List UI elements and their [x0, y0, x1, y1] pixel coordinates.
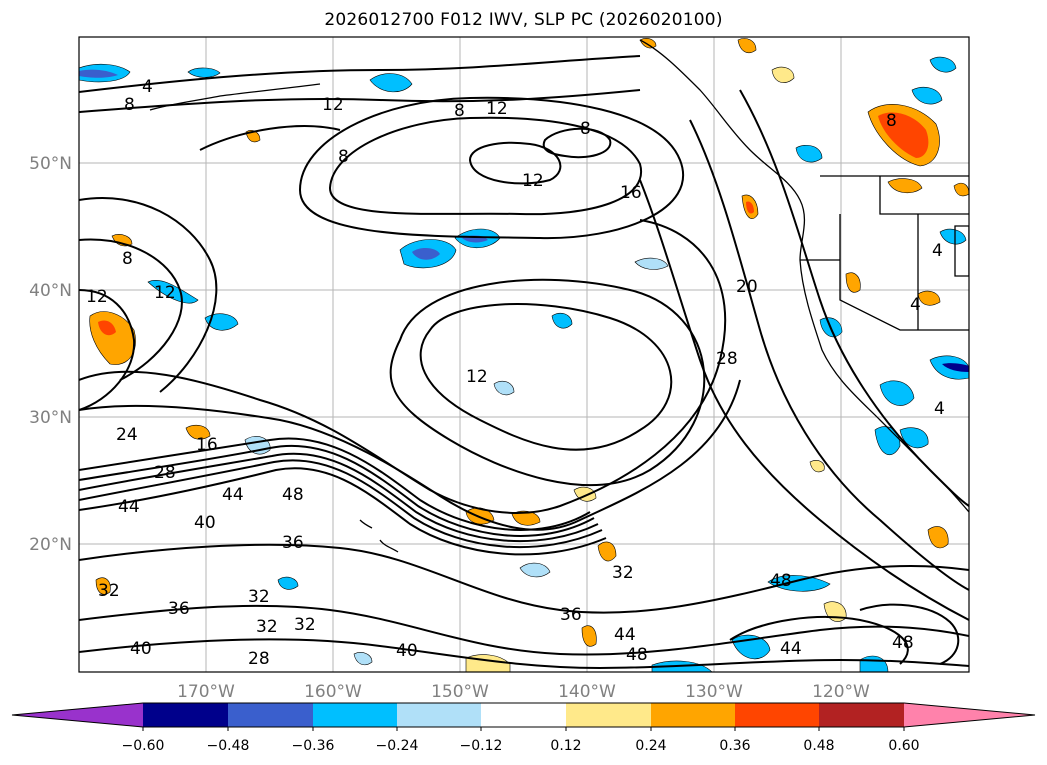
contour-label: 16	[196, 435, 218, 455]
colorbar-segment	[143, 703, 228, 727]
contour-label: 12	[86, 287, 108, 307]
colorbar-segment	[651, 703, 735, 727]
colorbar-tick-label: −0.12	[460, 738, 503, 754]
contour-label: 12	[154, 283, 176, 303]
contour-label: 28	[716, 349, 738, 369]
lon-label: 170°W	[177, 682, 235, 702]
colorbar-tick-label: −0.36	[292, 738, 335, 754]
lon-label: 130°W	[685, 682, 743, 702]
colorbar-segment	[566, 703, 651, 727]
lat-label: 30°N	[29, 408, 72, 428]
lat-label: 50°N	[29, 154, 72, 174]
contour-label: 8	[338, 147, 349, 167]
contour-label: 44	[118, 497, 140, 517]
contour-label: 28	[248, 649, 270, 669]
contour-label: 12	[522, 171, 544, 191]
contour-label: 32	[612, 563, 634, 583]
colorbar-tick-label: 0.36	[719, 738, 750, 754]
contour-label: 24	[116, 425, 138, 445]
colorbar-segment	[735, 703, 819, 727]
negative-anomaly-patches	[79, 56, 969, 672]
contour-label: 48	[626, 645, 648, 665]
map-title: 2026012700 F012 IWV, SLP PC (2026020100)	[324, 10, 723, 30]
colorbar-extend-min	[12, 703, 143, 727]
contour-label: 44	[780, 639, 802, 659]
colorbar-segment	[228, 703, 313, 727]
lat-label: 20°N	[29, 535, 72, 555]
colorbar-tick-label: −0.24	[376, 738, 419, 754]
colorbar-tick-label: 0.24	[635, 738, 666, 754]
contour-label: 8	[580, 119, 591, 139]
contour-label: 48	[892, 633, 914, 653]
contour-label: 36	[560, 605, 582, 625]
colorbar-segment	[481, 703, 566, 727]
map-area	[79, 37, 969, 672]
contour-label: 12	[466, 367, 488, 387]
contour-label: 32	[98, 581, 120, 601]
lon-label: 160°W	[304, 682, 362, 702]
lon-label: 120°W	[812, 682, 870, 702]
contour-label: 32	[294, 615, 316, 635]
map-frame	[78, 36, 970, 673]
contour-label: 16	[620, 183, 642, 203]
colorbar-tick-label: −0.48	[207, 738, 250, 754]
contour-label: 32	[256, 617, 278, 637]
contour-label: 20	[736, 277, 758, 297]
contour-label: 12	[322, 95, 344, 115]
colorbar-tick-label: −0.60	[122, 738, 165, 754]
colorbar-segment	[397, 703, 481, 727]
contour-label: 8	[122, 249, 133, 269]
contour-label: 44	[614, 625, 636, 645]
contour-label: 12	[486, 99, 508, 119]
colorbar-tick-label: 0.48	[803, 738, 834, 754]
contour-label: 40	[194, 513, 216, 533]
contour-label: 48	[770, 571, 792, 591]
contour-label: 44	[222, 485, 244, 505]
contour-label: 4	[934, 399, 945, 419]
gridlines	[79, 37, 969, 672]
contour-label: 40	[396, 641, 418, 661]
contour-label: 36	[168, 599, 190, 619]
colorbar-tick-label: 0.12	[550, 738, 581, 754]
colorbar-segment	[819, 703, 904, 727]
lat-label: 40°N	[29, 281, 72, 301]
latitude-labels: 50°N 40°N 30°N 20°N	[29, 154, 72, 555]
contour-label: 28	[154, 463, 176, 483]
colorbar-segment	[313, 703, 397, 727]
pressure-contours	[79, 55, 969, 670]
contour-label: 4	[142, 77, 153, 97]
contour-labels: 4 8 12 8 12 8 8 12 16 8 12 12 20 28 4 12…	[86, 77, 945, 669]
contour-label: 32	[248, 587, 270, 607]
lon-label: 140°W	[558, 682, 616, 702]
contour-label: 40	[130, 639, 152, 659]
contour-label: 8	[124, 95, 135, 115]
contour-label: 36	[282, 533, 304, 553]
colorbar-extend-max	[904, 703, 1035, 727]
contour-label: 48	[282, 485, 304, 505]
contour-label: 4	[932, 241, 943, 261]
longitude-labels: 170°W 160°W 150°W 140°W 130°W 120°W	[177, 682, 870, 702]
lon-label: 150°W	[431, 682, 489, 702]
contour-label: 8	[454, 101, 465, 121]
colorbar-tick-label: 0.60	[888, 738, 919, 754]
contour-label: 4	[910, 295, 921, 315]
coastlines	[149, 39, 969, 553]
colorbar-ticks	[142, 727, 905, 731]
contour-label: 8	[886, 111, 897, 131]
colorbar: −0.60 −0.48 −0.36 −0.24 −0.12 0.12 0.24 …	[11, 702, 1036, 754]
